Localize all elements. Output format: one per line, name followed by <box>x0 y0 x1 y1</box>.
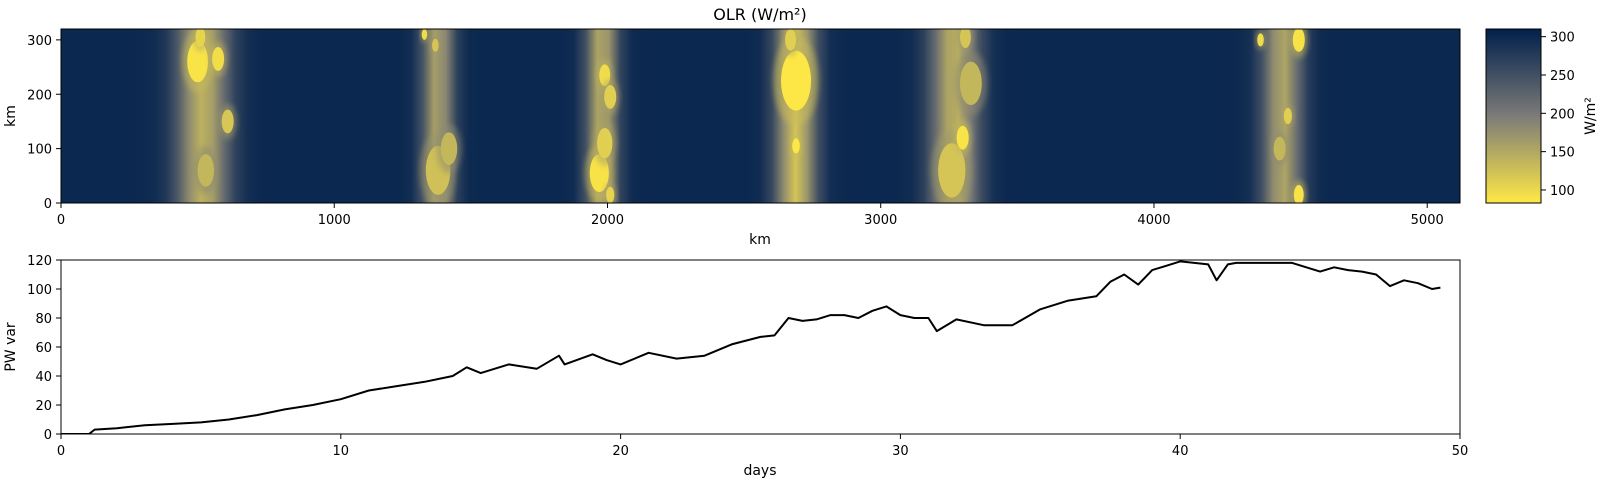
colorbar <box>1485 28 1542 204</box>
heatmap-background <box>61 29 1460 203</box>
heatmap-cell <box>938 143 966 198</box>
heatmap-layer <box>61 29 1460 203</box>
heatmap-cell <box>1273 136 1286 161</box>
heatmap-cell <box>785 29 797 51</box>
heatmap-cell <box>780 50 812 111</box>
line-x-tick-label: 30 <box>892 444 909 459</box>
line-y-tick-label: 0 <box>44 428 52 443</box>
heatmap-cell <box>440 132 458 165</box>
heatmap-cell <box>1283 107 1292 125</box>
heatmap-y-axis-label: km <box>3 105 19 127</box>
heatmap-title: OLR (W/m²) <box>713 5 806 24</box>
heatmap-cell <box>792 138 800 154</box>
heatmap-cell <box>1293 185 1304 203</box>
colorbar-tick-label: 200 <box>1550 107 1575 122</box>
heatmap-y-tick-label: 200 <box>27 88 52 103</box>
line-y-ticks: 0 20 40 60 80 100 120 <box>27 254 61 443</box>
line-x-tick-label: 50 <box>1452 444 1469 459</box>
pw-var-line <box>61 260 1441 434</box>
line-x-ticks: 0 10 20 30 40 50 <box>57 434 1468 459</box>
heatmap-x-tick-label: 0 <box>57 213 65 228</box>
line-x-axis-label: days <box>743 463 776 479</box>
colorbar-label: W/m² <box>1583 97 1599 135</box>
line-y-tick-label: 20 <box>35 399 52 414</box>
heatmap-x-tick-label: 5000 <box>1411 213 1444 228</box>
heatmap-cell <box>197 154 215 187</box>
colorbar-ticks: 100 150 200 250 300 <box>1541 31 1575 199</box>
heatmap-cell <box>1257 33 1264 47</box>
line-x-tick-label: 40 <box>1172 444 1189 459</box>
heatmap-y-ticks: 0 100 200 300 <box>27 34 61 212</box>
heatmap-x-tick-label: 4000 <box>1137 213 1170 228</box>
heatmap-y-tick-label: 300 <box>27 34 52 49</box>
heatmap-y-tick-label: 0 <box>44 197 52 212</box>
heatmap-cell <box>221 109 234 134</box>
line-y-tick-label: 60 <box>35 341 52 356</box>
line-y-tick-label: 100 <box>27 283 52 298</box>
heatmap-cell <box>959 61 982 106</box>
heatmap-cell <box>956 125 969 150</box>
colorbar-tick-label: 100 <box>1550 184 1575 199</box>
heatmap-cell <box>421 29 428 40</box>
heatmap-x-tick-label: 2000 <box>591 213 624 228</box>
heatmap-y-tick-label: 100 <box>27 143 52 158</box>
line-x-tick-label: 0 <box>57 444 65 459</box>
heatmap-cell <box>606 186 615 203</box>
heatmap-x-axis-label: km <box>749 232 771 248</box>
colorbar-tick-label: 250 <box>1550 69 1575 84</box>
line-x-tick-label: 20 <box>612 444 629 459</box>
heatmap-x-ticks: 0 1000 2000 3000 4000 5000 <box>57 203 1444 228</box>
line-y-axis-label: PW var <box>3 322 19 372</box>
heatmap-cell <box>597 127 613 159</box>
colorbar-tick-label: 150 <box>1550 146 1575 161</box>
heatmap-frame <box>60 28 1461 204</box>
line-x-tick-label: 10 <box>333 444 350 459</box>
heatmap-cell <box>195 29 206 47</box>
line-y-tick-label: 40 <box>35 370 52 385</box>
heatmap-cell <box>212 46 225 71</box>
colorbar-tick-label: 300 <box>1550 31 1575 46</box>
heatmap-cell <box>187 40 209 83</box>
heatmap-x-tick-label: 3000 <box>864 213 897 228</box>
heatmap-cell <box>1292 29 1305 52</box>
heatmap-cell <box>604 85 617 109</box>
heatmap-x-tick-label: 1000 <box>318 213 351 228</box>
line-y-tick-label: 80 <box>35 312 52 327</box>
heatmap-cell <box>959 29 971 49</box>
heatmap-cell <box>432 38 439 52</box>
line-y-tick-label: 120 <box>27 254 52 269</box>
line-chart-frame <box>60 259 1461 435</box>
